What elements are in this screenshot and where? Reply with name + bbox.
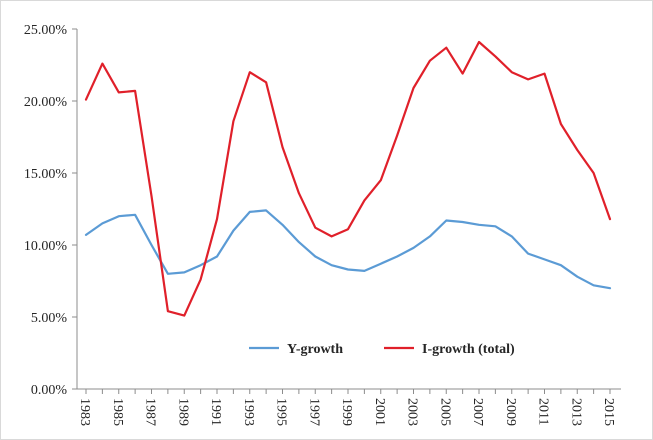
- x-tick-label: 1989: [175, 398, 190, 426]
- x-tick-label: 1991: [208, 398, 223, 426]
- x-tick-label: 1985: [110, 398, 125, 426]
- x-tick-label: 1987: [143, 398, 158, 426]
- x-tick-label: 1993: [241, 398, 256, 426]
- series-line-y-growth: [84, 209, 612, 290]
- y-tick-label: 15.00%: [24, 167, 68, 182]
- x-tick-label: 2005: [437, 398, 452, 426]
- y-tick-label: 20.00%: [24, 95, 68, 110]
- legend-label: I-growth (total): [422, 342, 515, 357]
- series-layer: [84, 40, 612, 317]
- y-tick-label: 5.00%: [31, 311, 68, 326]
- x-tick-label: 1983: [77, 398, 92, 426]
- legend: Y-growth I-growth (total): [249, 342, 515, 357]
- axes: 0.00%5.00%10.00%15.00%20.00%25.00% 1983 1…: [24, 23, 621, 426]
- y-tick-label: 10.00%: [24, 239, 68, 254]
- x-tick-label: 2003: [405, 398, 420, 426]
- x-tick-label: 2011: [536, 398, 551, 425]
- x-tick-label: 2015: [601, 398, 616, 426]
- x-tick-label: 1997: [306, 398, 321, 426]
- x-tick-label: 2007: [470, 398, 485, 426]
- y-axis-ticks: 0.00% 5.00% 10.00% 15.00% 20.00% 25.00%: [24, 23, 77, 398]
- x-tick-label: 1995: [274, 398, 289, 426]
- x-tick-label: 1999: [339, 398, 354, 426]
- x-tick-label: 2001: [372, 398, 387, 426]
- x-axis-ticks: 1983 1985 1987 1989 1991 1993 1995 1997 1999 2001…: [77, 389, 616, 426]
- series-line-i-growth-total: [84, 40, 612, 317]
- legend-label: Y-growth: [287, 342, 343, 357]
- y-tick-label: 0.00%: [31, 383, 68, 398]
- x-tick-label: 2009: [503, 398, 518, 426]
- y-tick-label: 25.00%: [24, 23, 68, 38]
- x-tick-label: 2013: [568, 398, 583, 426]
